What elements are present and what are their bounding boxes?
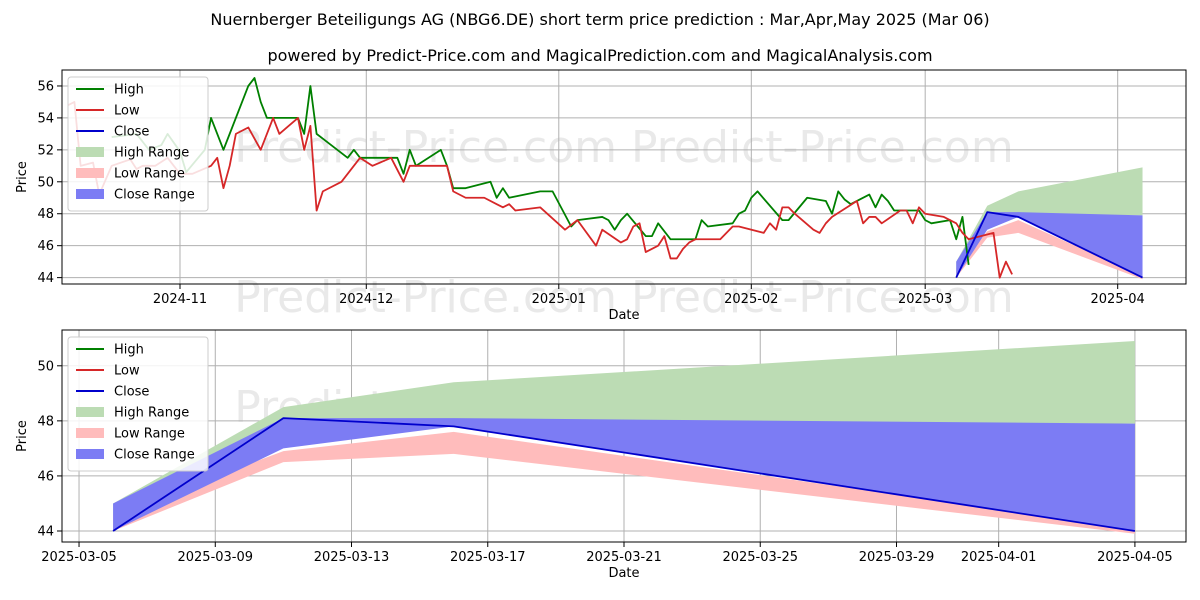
legend-label: High Range [114,146,189,161]
legend-label: High Range [114,406,189,421]
high-series-line [111,77,970,265]
y-tick-label: 50 [37,175,54,190]
low-range-band [956,220,1143,280]
y-tick-label: 48 [37,414,54,429]
y-tick-label: 46 [37,239,54,254]
x-axis-label: Date [608,566,639,581]
plot-area [112,341,1136,534]
y-tick-label: 50 [37,359,54,374]
chart-title: Nuernberger Beteiligungs AG (NBG6.DE) sh… [210,10,989,29]
x-tick-label: 2025-03-17 [450,550,526,565]
x-axis-label: Date [608,308,639,323]
watermark-text: Predict-Price.com Predict-Price.com [234,122,1013,173]
x-tick-label: 2024-12 [339,292,393,307]
plot-frame [61,69,1187,285]
legend-swatch-close-range [76,189,104,199]
close-range-band [956,212,1143,278]
legend-label: Low Range [114,427,185,442]
legend-label: Low Range [114,167,185,182]
x-tick-label: 2025-04-01 [961,550,1037,565]
high-range-band [956,167,1143,278]
legend-swatch-low-range [76,168,104,178]
legend-label: High [114,343,144,358]
x-tick-label: 2025-03-29 [859,550,935,565]
y-tick-label: 44 [37,271,54,286]
legend-label: High [114,83,144,98]
legend-label: Close [114,385,149,400]
close-series-line [112,417,1136,532]
x-tick-label: 2025-01 [532,292,586,307]
high-range-band [113,341,1135,531]
y-tick-label: 52 [37,143,54,158]
x-tick-label: 2025-04 [1091,292,1145,307]
x-tick-label: 2025-03-25 [722,550,798,565]
x-tick-label: 2025-03-21 [586,550,662,565]
x-tick-label: 2025-03-13 [314,550,390,565]
y-tick-label: 46 [37,469,54,484]
legend-swatch-close-range [76,449,104,459]
y-tick-label: 54 [37,111,54,126]
legend-label: Close [114,125,149,140]
legend-swatch-high-range [76,407,104,417]
y-tick-label: 56 [37,79,54,94]
chart-subtitle: powered by Predict-Price.com and Magical… [267,46,932,65]
close-range-band [113,418,1135,531]
x-tick-label: 2025-03-05 [41,550,117,565]
plot-area [67,77,1143,280]
y-tick-label: 44 [37,524,54,539]
y-axis-label: Price [15,420,30,452]
x-tick-label: 2025-03 [898,292,952,307]
legend: High Low Close High Range Low Range Close Ran… [67,76,209,212]
x-tick-label: 2024-11 [153,292,207,307]
legend-swatch-low-range [76,428,104,438]
legend-swatch-high-range [76,147,104,157]
legend: High Low Close High Range Low Range Close Ran… [67,336,209,472]
x-tick-label: 2025-02 [724,292,778,307]
low-series-line [67,101,1013,279]
close-series-line [955,211,1143,279]
legend-label: Low [114,104,140,119]
forecast-panel: Predict-Price.com Predict-Price.com2025-… [15,329,1187,581]
y-tick-label: 48 [37,207,54,222]
x-tick-label: 2025-03-09 [177,550,253,565]
low-range-band [113,431,1135,534]
legend-label: Low [114,364,140,379]
x-tick-label: 2025-04-05 [1097,550,1173,565]
watermark-text: Predict-Price.com Predict-Price.com [234,272,1013,323]
legend-label: Close Range [114,448,195,463]
history-panel: Predict-Price.com Predict-Price.com Predi… [15,69,1187,323]
y-axis-label: Price [15,161,30,193]
legend-label: Close Range [114,188,195,203]
